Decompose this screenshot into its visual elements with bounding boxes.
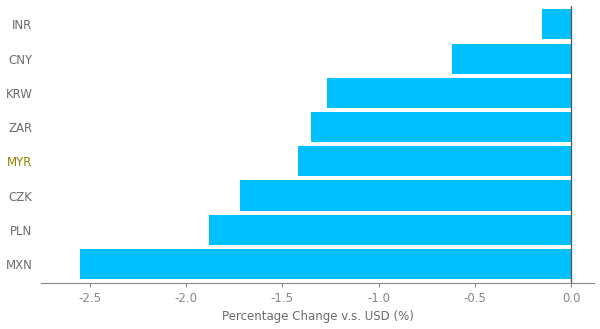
Bar [542, 9, 571, 39]
Bar [80, 249, 571, 279]
Bar [209, 215, 571, 245]
Bar [240, 181, 571, 211]
Bar [298, 146, 571, 176]
Bar [326, 78, 571, 108]
Bar [311, 112, 571, 142]
Bar [452, 43, 571, 74]
X-axis label: Percentage Change v.s. USD (%): Percentage Change v.s. USD (%) [222, 311, 414, 323]
